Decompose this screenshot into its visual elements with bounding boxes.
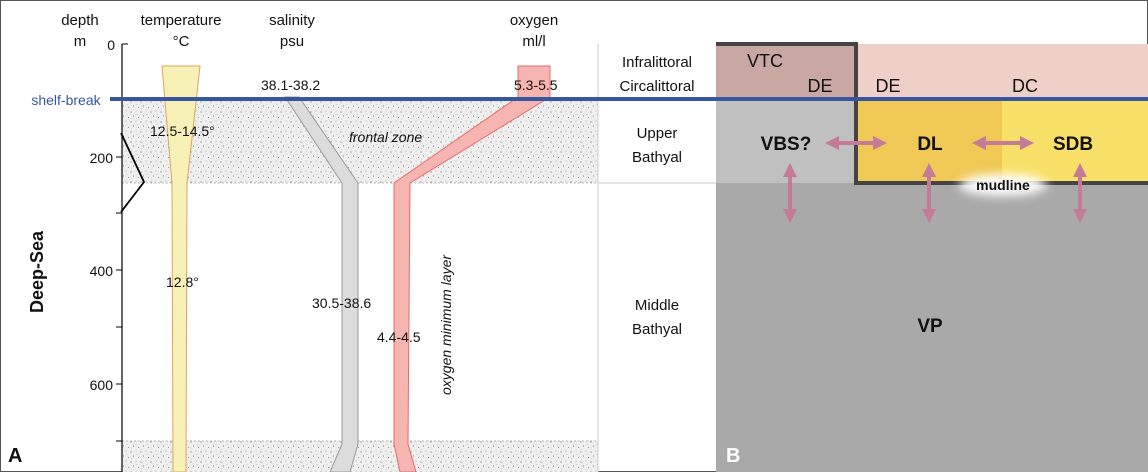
shelf-break-label: shelf-break [31,92,101,108]
zone-infralittoral: Infralittoral [622,54,692,71]
sdb-label: SDB [1053,134,1093,155]
dc-label: DC [1012,76,1038,96]
panel-b: mudline VTC DE DE DC VBS? DL SDB VP B [716,42,1148,472]
salinity-deep-value: 30.5-38.6 [312,295,371,311]
temperature-unit: °C [173,33,190,50]
vtc-label: VTC [747,51,783,71]
oxygen-header: oxygen [510,12,558,29]
oxygen-deep-value: 4.4-4.5 [377,329,421,345]
horizontal-arrow-dl-sdb [972,136,1034,150]
dc-region [856,44,1148,99]
exchange-arrows [783,136,1087,223]
zone-middle-bathyal: Middle [635,297,679,314]
temperature-header: temperature [141,12,222,29]
mudline-glow [959,174,1047,196]
salinity-unit: psu [280,33,304,50]
horizontal-arrow-vbs-dl [825,136,887,150]
vertical-arrow-dl-vp [922,163,936,223]
panel-a: 0 200 400 600 depth m temperature °C sal… [8,12,598,472]
depth-range-bracket [120,132,146,213]
temp-shallow-value: 12.5-14.5° [150,123,215,139]
vtc-region [716,44,856,99]
de-left-label: DE [807,76,832,96]
zone-middle-bathyal: Bathyal [632,321,682,338]
panel-b-letter: B [726,445,740,467]
salinity-top-value: 38.1-38.2 [261,77,320,93]
depth-tick-label: 200 [90,150,114,166]
de-right-label: DE [875,76,900,96]
zone-upper-bathyal: Bathyal [632,149,682,166]
zone-upper-bathyal: Upper [637,125,678,142]
depth-tick-label: 0 [107,37,115,53]
temp-deep-value: 12.8° [166,274,199,290]
vp-label: VP [917,316,943,337]
zone-column: Infralittoral Circalittoral Upper Bathya… [597,44,716,472]
oxygen-profile [393,65,551,472]
vertical-arrow-sdb-vp [1073,163,1087,223]
frontal-zone-label: frontal zone [349,129,422,145]
bottom-band [122,441,598,472]
salinity-header: salinity [269,12,315,29]
depth-tick-label: 600 [90,377,114,393]
deep-sea-label: Deep-Sea [27,230,47,313]
depth-header: depth [61,12,99,29]
oxygen-minimum-layer-label: oxygen minimum layer [438,254,454,395]
salinity-profile [284,96,359,472]
vp-region [716,183,1148,472]
panel-a-letter: A [8,445,22,467]
oxygen-top-value: 5.3-5.5 [514,77,558,93]
depth-unit: m [74,33,87,50]
vbs-label: VBS? [761,134,812,155]
depth-tick-label: 400 [90,263,114,279]
dl-label: DL [917,134,943,155]
mudline-label: mudline [976,177,1030,193]
oxygen-unit: ml/l [522,33,545,50]
zone-circalittoral: Circalittoral [619,78,694,95]
temperature-profile [161,65,201,472]
vertical-arrow-vbs-vp [783,163,797,223]
